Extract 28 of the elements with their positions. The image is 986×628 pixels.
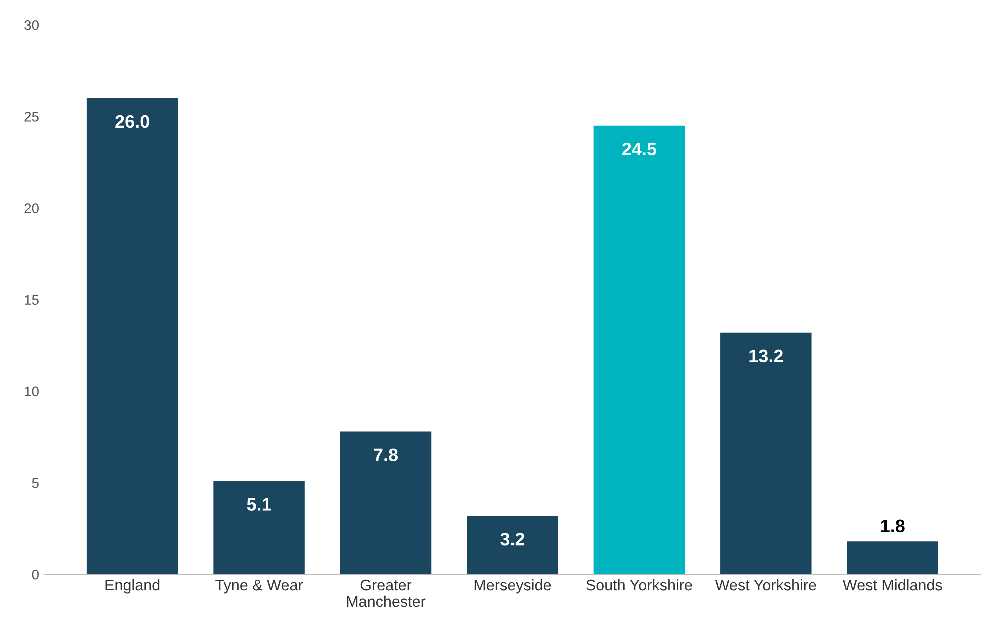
bar <box>594 126 686 575</box>
bar <box>467 516 558 575</box>
y-tick-label: 25 <box>24 112 39 122</box>
data-label: 3.2 <box>500 532 525 546</box>
x-tick-label: South Yorkshire <box>586 579 692 591</box>
x-tick-label: Greater Manchester <box>347 580 426 608</box>
x-tick-label: England <box>106 579 160 594</box>
bar <box>86 98 178 575</box>
x-tick-label: West Yorkshire <box>715 579 816 591</box>
data-label: 5.1 <box>247 498 272 511</box>
x-tick-label: Merseyside <box>474 579 552 594</box>
y-tick-label: 5 <box>32 478 39 488</box>
y-tick-label: 15 <box>25 295 39 306</box>
y-tick-label: 10 <box>25 386 39 397</box>
y-tick-label: 0 <box>32 570 39 580</box>
data-label: 13.2 <box>750 350 784 363</box>
bar <box>847 542 938 575</box>
bar <box>340 432 432 575</box>
y-tick-label: 30 <box>24 20 39 30</box>
data-label: 24.5 <box>622 142 657 156</box>
data-label: 7.8 <box>374 448 398 462</box>
y-tick-label: 20 <box>24 204 39 214</box>
bar <box>720 332 812 575</box>
x-tick-label: Tyne & Wear <box>216 580 304 594</box>
data-label: 26.0 <box>116 115 150 128</box>
data-label: 1.8 <box>881 520 905 533</box>
x-tick-label: West Midlands <box>842 579 942 591</box>
bar <box>214 481 305 575</box>
